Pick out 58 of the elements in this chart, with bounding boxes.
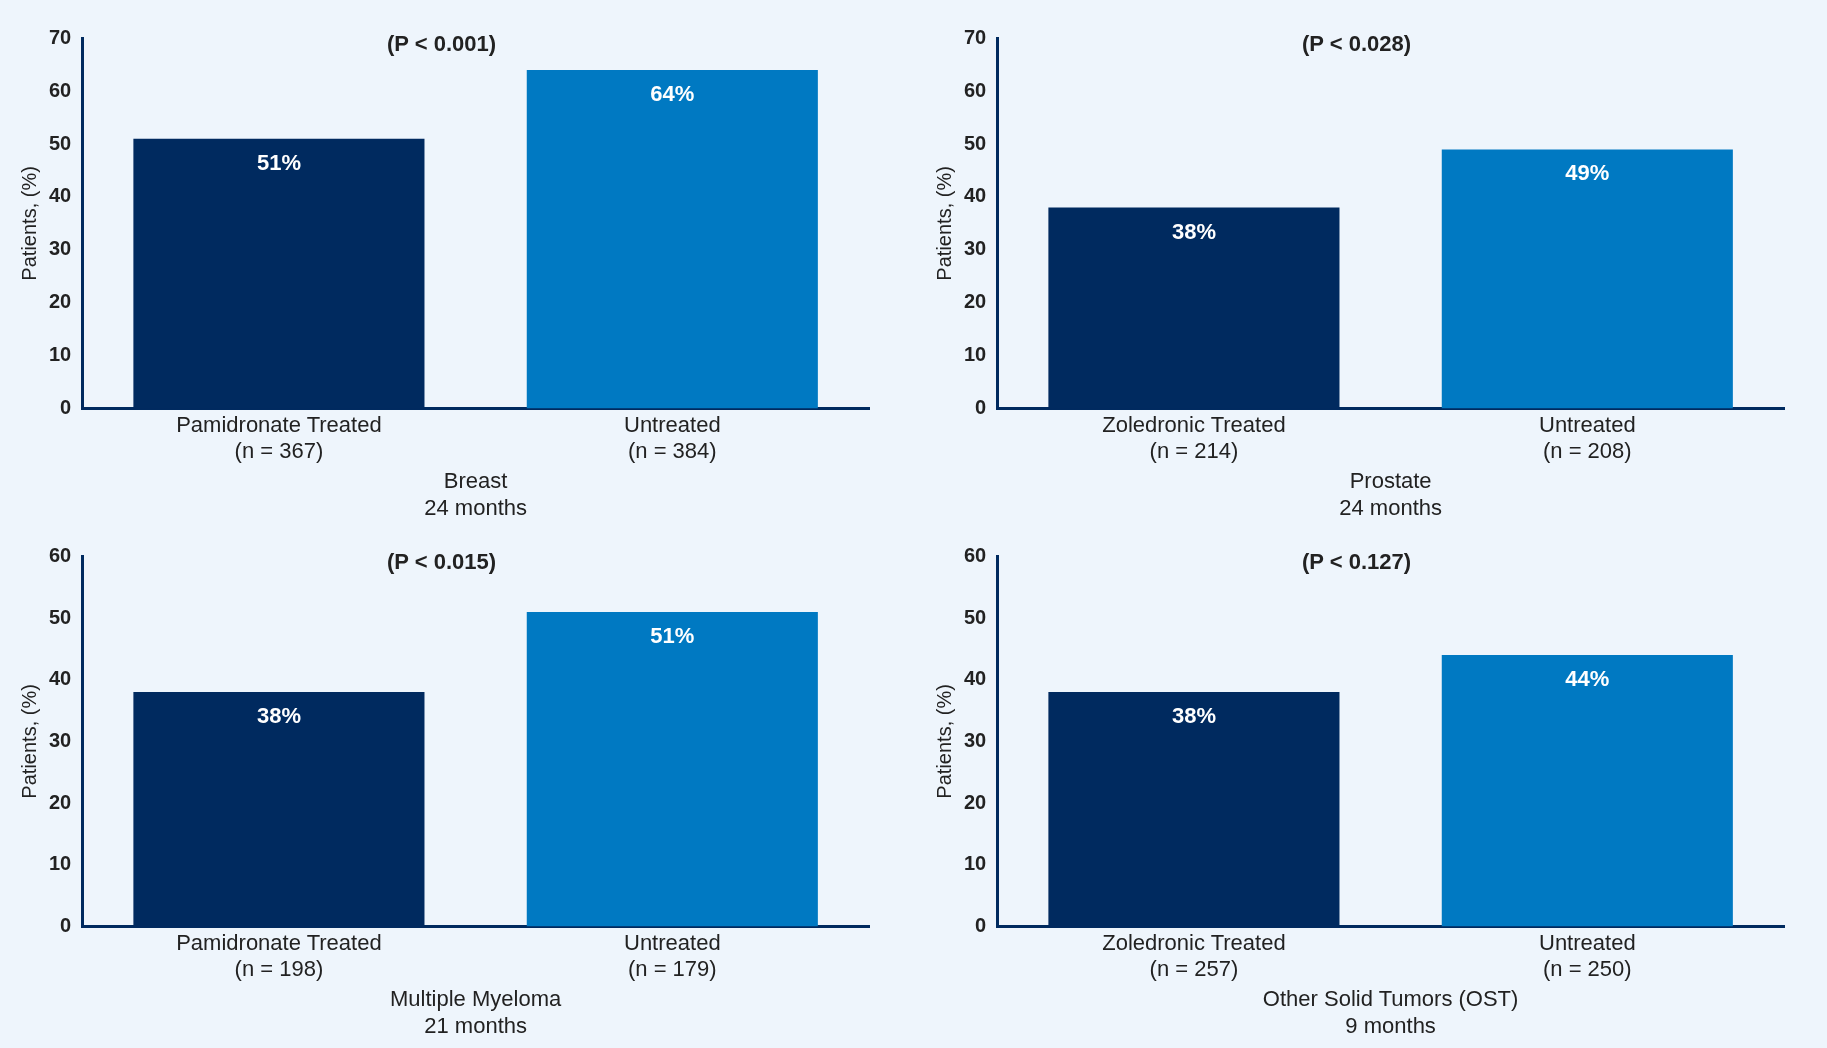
- y-tick-label: 40: [49, 184, 72, 207]
- y-tick-label: 70: [49, 25, 72, 48]
- y-tick-label: 50: [49, 605, 72, 628]
- y-tick-label: 10: [49, 852, 72, 875]
- y-tick-label: 30: [964, 237, 987, 260]
- data-label: 49%: [1565, 160, 1610, 186]
- x-axis-title: Breast 24 months: [424, 468, 527, 520]
- y-tick-label: 20: [964, 790, 987, 813]
- y-tick-label: 0: [975, 913, 987, 936]
- y-tick-label: 60: [49, 543, 72, 566]
- y-tick-label: 50: [964, 131, 987, 154]
- x-axis-title: Other Solid Tumors (OST) 9 months: [1262, 986, 1519, 1038]
- data-label: 38%: [256, 703, 301, 729]
- y-tick-label: 20: [49, 290, 72, 313]
- y-tick-label: 10: [49, 343, 72, 366]
- y-axis-title: Patients, (%): [932, 166, 955, 281]
- y-tick-label: 70: [964, 25, 987, 48]
- y-tick-label: 30: [49, 728, 72, 751]
- chart-title: (P < 0.015): [386, 549, 497, 575]
- y-tick-label: 0: [60, 913, 72, 936]
- x-axis-title: Prostate 24 months: [1339, 468, 1442, 520]
- y-tick-label: 20: [49, 790, 72, 813]
- data-label: 51%: [256, 149, 301, 175]
- y-tick-label: 30: [49, 237, 72, 260]
- y-tick-label: 60: [49, 78, 72, 101]
- y-tick-label: 0: [60, 395, 72, 418]
- data-label: 64%: [650, 81, 695, 107]
- chart-title: (P < 0.001): [386, 31, 497, 57]
- x-tick-label: Untreated (n = 179): [624, 929, 721, 982]
- y-tick-label: 20: [964, 290, 987, 313]
- chart-title: (P < 0.028): [1301, 31, 1412, 57]
- y-axis-title: Patients, (%): [17, 166, 40, 281]
- data-label: 44%: [1565, 666, 1610, 692]
- x-tick-label: Pamidronate Treated (n = 198): [176, 929, 382, 982]
- x-axis-title: Multiple Myeloma 21 months: [390, 986, 562, 1038]
- y-tick-label: 10: [964, 343, 987, 366]
- y-tick-label: 30: [964, 728, 987, 751]
- x-tick-label: Zoledronic Treated (n = 214): [1102, 411, 1286, 464]
- y-tick-label: 50: [964, 605, 987, 628]
- y-tick-label: 60: [964, 78, 987, 101]
- y-tick-label: 40: [964, 667, 987, 690]
- y-tick-label: 0: [975, 395, 987, 418]
- y-tick-label: 40: [964, 184, 987, 207]
- data-label: 38%: [1171, 218, 1216, 244]
- y-tick-label: 40: [49, 667, 72, 690]
- x-tick-label: Untreated (n = 208): [1539, 411, 1636, 464]
- chart-title: (P < 0.127): [1301, 549, 1412, 575]
- y-tick-label: 50: [49, 131, 72, 154]
- y-axis-title: Patients, (%): [17, 684, 40, 799]
- y-tick-label: 60: [964, 543, 987, 566]
- y-tick-label: 10: [964, 852, 987, 875]
- y-axis-title: Patients, (%): [932, 684, 955, 799]
- x-tick-label: Untreated (n = 384): [624, 411, 721, 464]
- x-tick-label: Zoledronic Treated (n = 257): [1102, 929, 1286, 982]
- data-label: 51%: [650, 622, 695, 648]
- data-label: 38%: [1171, 703, 1216, 729]
- x-tick-label: Pamidronate Treated (n = 367): [176, 411, 382, 464]
- x-tick-label: Untreated (n = 250): [1539, 929, 1636, 982]
